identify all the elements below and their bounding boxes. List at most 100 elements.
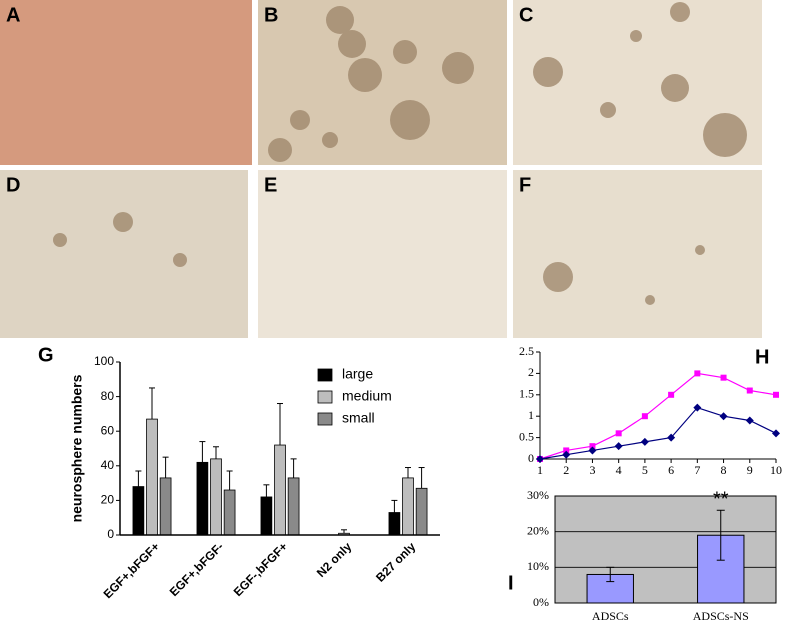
x-tick-label: ADSCs-NS [693, 609, 749, 623]
y-axis-label: neurosphere numbers [69, 374, 85, 522]
bar [210, 458, 222, 536]
panel-letter: B [264, 4, 278, 26]
legend-swatch [317, 368, 333, 382]
marker [745, 416, 754, 425]
bar [223, 489, 236, 536]
error-bar [341, 529, 347, 534]
error-bar [716, 509, 725, 561]
panel-letter: G [38, 344, 54, 366]
marker [589, 443, 596, 450]
legend-label: medium [342, 388, 392, 404]
error-bar [290, 458, 297, 478]
x-tick-label: ADSCs [592, 609, 629, 623]
y-tick-label: 2.5 [519, 344, 534, 358]
marker [668, 391, 675, 398]
marker [693, 403, 702, 412]
photo-a [0, 0, 252, 165]
marker [640, 437, 649, 446]
marker [614, 442, 623, 451]
y-tick-label: 60 [101, 423, 115, 437]
bar [388, 512, 401, 536]
y-tick-label: 20% [527, 523, 549, 537]
x-tick-label: 2 [563, 463, 569, 477]
marker [720, 374, 727, 381]
x-tick-label: 8 [721, 463, 727, 477]
panel-letter: A [6, 4, 20, 26]
bar [260, 496, 273, 536]
x-tick-label: 3 [589, 463, 595, 477]
error-bar [213, 446, 219, 459]
x-tick-label: 6 [668, 463, 674, 477]
marker [562, 450, 571, 459]
y-tick-label: 100 [94, 354, 114, 368]
error-bar [277, 403, 283, 446]
marker [773, 391, 779, 398]
y-tick-label: 1 [528, 408, 534, 422]
photo-f [513, 170, 762, 338]
y-tick-label: 10% [527, 559, 549, 573]
panel-letter: I [508, 572, 514, 594]
marker [694, 370, 701, 377]
error-bar [606, 566, 615, 582]
x-tick-label: 4 [616, 463, 622, 477]
marker [536, 455, 544, 463]
legend-label: large [342, 366, 373, 382]
marker [588, 446, 597, 455]
y-tick-label: 40 [101, 458, 115, 472]
panel-letter: F [519, 174, 531, 196]
marker [641, 413, 648, 420]
photo-panels [0, 0, 762, 338]
panel-letter: H [755, 346, 769, 368]
x-tick-label: EGF+,bFGF+ [101, 539, 163, 601]
y-tick-label: 1.5 [519, 387, 534, 401]
y-tick-label: 2 [528, 365, 534, 379]
y-tick-label: 0 [528, 451, 534, 465]
marker [563, 447, 570, 454]
panel-letter: E [264, 174, 277, 196]
series-line [539, 406, 777, 460]
error-bar [226, 470, 233, 491]
panel-letter: C [519, 4, 533, 26]
y-tick-label: 0 [107, 527, 114, 541]
annotation: ** [713, 489, 729, 511]
bar [196, 461, 209, 536]
x-tick-label: N2 only [314, 539, 355, 580]
legend-swatch [317, 390, 333, 404]
bar [146, 418, 158, 536]
bar [159, 477, 172, 536]
marker [667, 433, 676, 442]
x-tick-label: 5 [642, 463, 648, 477]
error-bar [263, 484, 270, 497]
error-bar [199, 441, 206, 463]
error-bar [149, 387, 155, 420]
series-line [539, 372, 777, 460]
error-bar [418, 467, 425, 489]
legend-label: small [342, 410, 375, 426]
photo-e [258, 170, 507, 338]
y-tick-label: 0% [533, 595, 549, 609]
error-bar [391, 499, 398, 513]
x-tick-label: 1 [537, 463, 543, 477]
x-tick-label: B27 only [373, 539, 418, 584]
bar [287, 477, 300, 536]
bar [132, 486, 145, 536]
marker [719, 412, 728, 421]
spheres [53, 2, 747, 305]
bar [415, 487, 428, 536]
bar [274, 444, 286, 536]
error-bar [162, 456, 169, 478]
marker [746, 387, 753, 394]
marker [615, 430, 622, 437]
x-tick-label: 7 [694, 463, 700, 477]
legend-swatch [317, 412, 333, 426]
photo-d [0, 170, 248, 338]
photo-b [258, 0, 507, 165]
error-bar [405, 467, 411, 478]
x-tick-label: 9 [747, 463, 753, 477]
y-tick-label: 0.5 [519, 429, 534, 443]
y-tick-label: 80 [101, 389, 115, 403]
x-tick-label: 10 [770, 463, 782, 477]
x-tick-label: EGF+,bFGF- [167, 539, 227, 599]
error-bar [135, 470, 142, 487]
